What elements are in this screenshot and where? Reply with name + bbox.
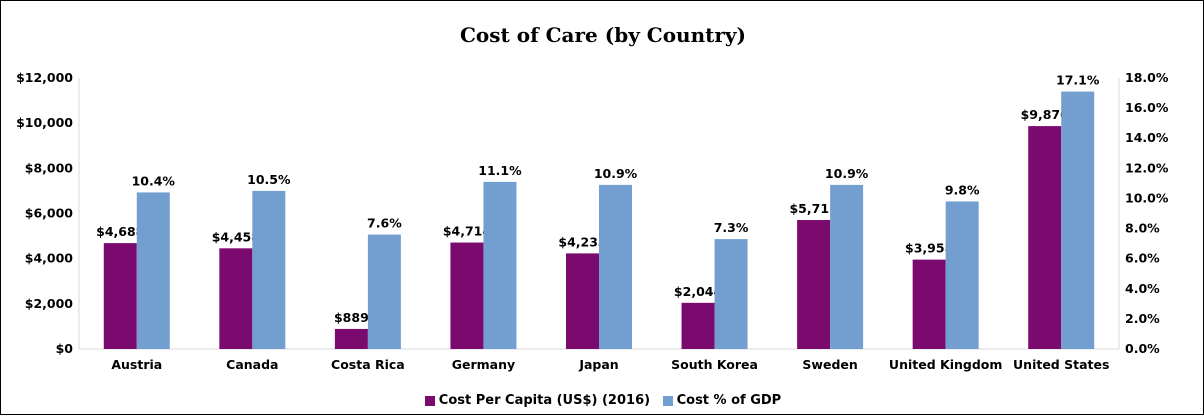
data-label: $2,044 — [674, 284, 723, 299]
right-tick-label: 2.0% — [1125, 311, 1160, 326]
legend-item-cost-per-capita: Cost Per Capita (US$) (2016) — [424, 393, 650, 408]
left-tick-label: $10,000 — [16, 115, 73, 130]
legend-swatch — [424, 395, 435, 406]
data-label: 7.6% — [367, 216, 402, 231]
bar-cost-per-capita — [219, 248, 253, 349]
left-tick-label: $0 — [56, 341, 74, 356]
right-tick-label: 10.0% — [1125, 190, 1169, 205]
data-label: $4,688 — [96, 224, 144, 239]
category-label: United States — [1013, 357, 1109, 372]
left-tick-label: $2,000 — [25, 296, 74, 311]
bar-cost-per-capita — [797, 220, 831, 349]
category-label: Sweden — [802, 357, 857, 372]
category-label: South Korea — [671, 357, 758, 372]
data-label: 10.9% — [825, 166, 869, 181]
legend: Cost Per Capita (US$) (2016) Cost % of G… — [1, 393, 1203, 410]
category-label: Canada — [226, 357, 278, 372]
data-label: $5,711 — [789, 201, 837, 216]
bar-cost-per-capita — [681, 302, 715, 349]
data-label: $3,958 — [905, 241, 953, 256]
right-tick-label: 12.0% — [1125, 160, 1169, 175]
data-label: $4,714 — [443, 224, 492, 239]
bar-cost-pct-gdp — [136, 192, 170, 349]
data-label: 7.3% — [714, 220, 749, 235]
data-label: 10.4% — [132, 173, 176, 188]
bar-cost-pct-gdp — [714, 239, 748, 349]
bar-cost-per-capita — [450, 242, 484, 349]
bar-cost-per-capita — [103, 243, 137, 349]
bar-cost-pct-gdp — [945, 201, 979, 349]
bar-cost-pct-gdp — [599, 184, 632, 349]
right-tick-label: 18.0% — [1125, 70, 1169, 85]
data-label: $4,458 — [212, 229, 260, 244]
data-label: 10.9% — [594, 166, 638, 181]
data-label: 10.5% — [247, 172, 291, 187]
bar-cost-per-capita — [1028, 126, 1062, 349]
legend-swatch — [662, 395, 673, 406]
category-label: Germany — [452, 357, 515, 372]
data-label: $4,233 — [558, 234, 606, 249]
category-label: Costa Rica — [331, 357, 405, 372]
bar-cost-pct-gdp — [252, 190, 286, 349]
data-label: $889 — [334, 310, 369, 325]
right-tick-label: 4.0% — [1125, 281, 1160, 296]
bar-cost-pct-gdp — [367, 234, 401, 349]
bar-cost-pct-gdp — [483, 181, 517, 349]
legend-item-cost-pct-gdp: Cost % of GDP — [662, 393, 781, 408]
right-tick-label: 6.0% — [1125, 251, 1160, 266]
right-tick-label: 14.0% — [1125, 130, 1169, 145]
left-tick-label: $4,000 — [25, 251, 74, 266]
category-label: United Kingdom — [889, 357, 1002, 372]
data-label: 11.1% — [478, 163, 522, 178]
bar-cost-pct-gdp — [830, 184, 864, 349]
data-label: 17.1% — [1056, 73, 1100, 88]
category-label: Austria — [111, 357, 162, 372]
chart-title: Cost of Care (by Country) — [460, 23, 746, 47]
left-tick-label: $8,000 — [25, 160, 74, 175]
right-tick-label: 0.0% — [1125, 341, 1160, 356]
right-tick-label: 8.0% — [1125, 221, 1160, 236]
data-label: $9,870 — [1021, 107, 1070, 122]
bar-cost-pct-gdp — [1061, 91, 1095, 350]
bar-cost-per-capita — [912, 259, 946, 349]
data-label: 9.8% — [945, 182, 980, 197]
bar-cost-per-capita — [334, 328, 368, 349]
category-label: Japan — [578, 357, 618, 372]
right-tick-label: 16.0% — [1125, 100, 1169, 115]
bar-cost-per-capita — [566, 253, 599, 349]
left-tick-label: $6,000 — [25, 206, 74, 221]
left-tick-label: $12,000 — [16, 70, 73, 85]
